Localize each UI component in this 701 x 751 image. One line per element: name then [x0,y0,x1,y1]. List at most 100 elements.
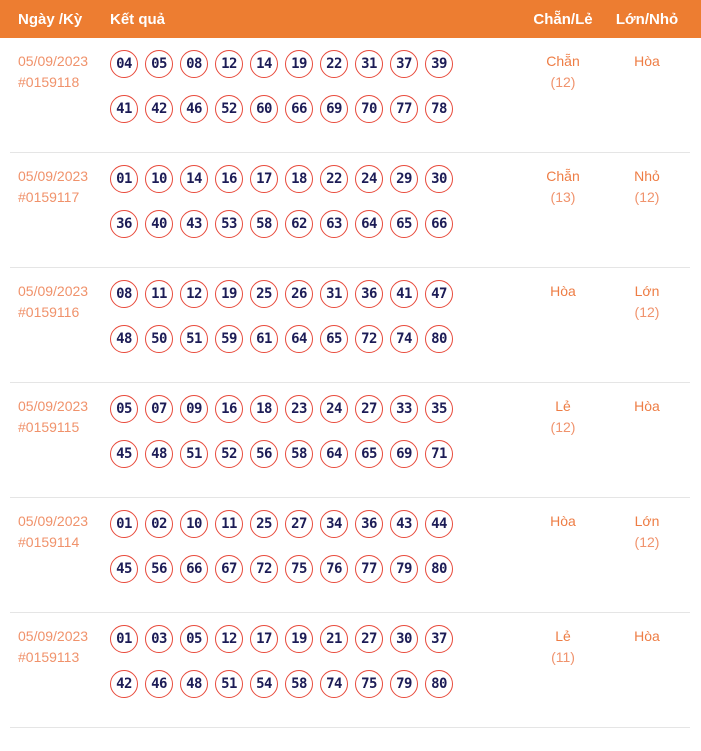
date-draw-cell: 05/09/2023 #0159117 [18,153,110,268]
lottery-ball: 34 [320,510,348,538]
numbers-cell: 01 03 05 12 17 19 21 27 30 37 42 46 48 51 54 58 74 75 79 8… [110,613,520,728]
lottery-ball: 22 [320,50,348,78]
lottery-ball: 74 [390,325,418,353]
lottery-ball: 36 [355,280,383,308]
lottery-ball: 74 [320,670,348,698]
lottery-ball: 77 [390,95,418,123]
lottery-ball: 66 [180,555,208,583]
column-header-big-small: Lớn/Nhỏ [615,10,679,28]
lottery-ball: 78 [425,95,453,123]
lottery-ball: 31 [355,50,383,78]
lottery-ball: 35 [425,395,453,423]
lottery-ball: 52 [215,95,243,123]
even-odd-cell: Hòa [520,268,606,383]
lottery-ball: 51 [215,670,243,698]
lottery-ball: 56 [250,440,278,468]
lottery-ball: 64 [285,325,313,353]
lottery-ball: 45 [110,440,138,468]
lottery-ball: 79 [390,670,418,698]
lottery-ball: 18 [250,395,278,423]
lottery-ball: 30 [425,165,453,193]
draw-date: 05/09/2023 [18,168,89,184]
draw-id: #0159113 [18,649,80,665]
numbers-cell: 05 07 09 16 18 23 24 27 33 35 45 48 51 52 56 58 64 65 69 7… [110,383,520,498]
even-odd-value: Chẵn [546,168,580,184]
lottery-ball: 12 [215,625,243,653]
lottery-ball: 43 [180,210,208,238]
lottery-ball: 65 [320,325,348,353]
lottery-ball: 12 [215,50,243,78]
lottery-ball: 51 [180,440,208,468]
lottery-ball: 72 [355,325,383,353]
result-row: 05/09/2023 #0159115 05 07 09 16 18 23 24 27 33 35… [0,383,701,498]
lottery-ball: 46 [145,670,173,698]
lottery-ball: 25 [250,280,278,308]
lottery-ball: 26 [285,280,313,308]
lottery-ball: 22 [320,165,348,193]
lottery-ball: 66 [425,210,453,238]
big-small-value: Lớn [634,283,660,299]
even-odd-cell: Lẻ (11) [520,613,606,728]
column-header-even-odd: Chẵn/Lẻ [533,10,593,28]
draw-date: 05/09/2023 [18,513,89,529]
lottery-ball: 63 [320,210,348,238]
date-draw-cell: 05/09/2023 #0159114 [18,498,110,613]
date-draw-cell: 05/09/2023 #0159116 [18,268,110,383]
big-small-value: Nhỏ [634,168,660,184]
lottery-ball: 42 [145,95,173,123]
lottery-ball: 27 [355,625,383,653]
lottery-ball: 17 [250,165,278,193]
draw-id: #0159114 [18,534,80,550]
numbers-cell: 01 02 10 11 25 27 34 36 43 44 45 56 66 67 72 75 76 77 79 8… [110,498,520,613]
date-draw-cell: 05/09/2023 #0159113 [18,613,110,728]
lottery-ball: 21 [320,625,348,653]
lottery-ball: 40 [145,210,173,238]
ball-line: 01 02 10 11 25 27 34 36 43 44 [110,510,520,538]
lottery-ball: 24 [355,165,383,193]
lottery-ball: 16 [215,165,243,193]
lottery-ball: 53 [215,210,243,238]
even-odd-count: (12) [550,419,576,435]
draw-id: #0159117 [18,189,80,205]
even-odd-cell: Lẻ (12) [520,383,606,498]
lottery-ball: 36 [110,210,138,238]
even-odd-cell: Chẵn (12) [520,38,606,153]
big-small-count: (12) [634,189,660,205]
lottery-ball: 76 [320,555,348,583]
lottery-ball: 23 [285,395,313,423]
big-small-cell: Hòa [606,38,688,153]
lottery-ball: 54 [250,670,278,698]
big-small-cell: Nhỏ (12) [606,153,688,268]
result-row: 05/09/2023 #0159113 01 03 05 12 17 19 21 27 30 37… [0,613,701,728]
even-odd-value: Lẻ [555,398,571,414]
result-row: 05/09/2023 #0159118 04 05 08 12 14 19 22 31 37 39… [0,38,701,153]
lottery-ball: 47 [425,280,453,308]
lottery-ball: 25 [250,510,278,538]
lottery-ball: 48 [110,325,138,353]
lottery-ball: 75 [355,670,383,698]
ball-line: 45 56 66 67 72 75 76 77 79 80 [110,555,520,583]
even-odd-count: (11) [551,649,575,665]
lottery-ball: 60 [250,95,278,123]
lottery-ball: 17 [250,625,278,653]
lottery-ball: 58 [285,440,313,468]
even-odd-count: (13) [550,189,576,205]
draw-date: 05/09/2023 [18,283,89,299]
lottery-ball: 24 [320,395,348,423]
draw-date: 05/09/2023 [18,628,89,644]
lottery-ball: 01 [110,165,138,193]
lottery-ball: 11 [215,510,243,538]
lottery-ball: 80 [425,670,453,698]
lottery-ball: 44 [425,510,453,538]
result-row: 05/09/2023 #0159116 08 11 12 19 25 26 31 36 41 47… [0,268,701,383]
lottery-ball: 39 [425,50,453,78]
lottery-ball: 43 [390,510,418,538]
lottery-ball: 75 [285,555,313,583]
lottery-ball: 05 [145,50,173,78]
big-small-value: Hòa [634,398,660,414]
table-header: Ngày /Kỳ Kết quả Chẵn/Lẻ Lớn/Nhỏ [0,0,701,38]
lottery-ball: 67 [215,555,243,583]
lottery-ball: 59 [215,325,243,353]
lottery-ball: 65 [390,210,418,238]
